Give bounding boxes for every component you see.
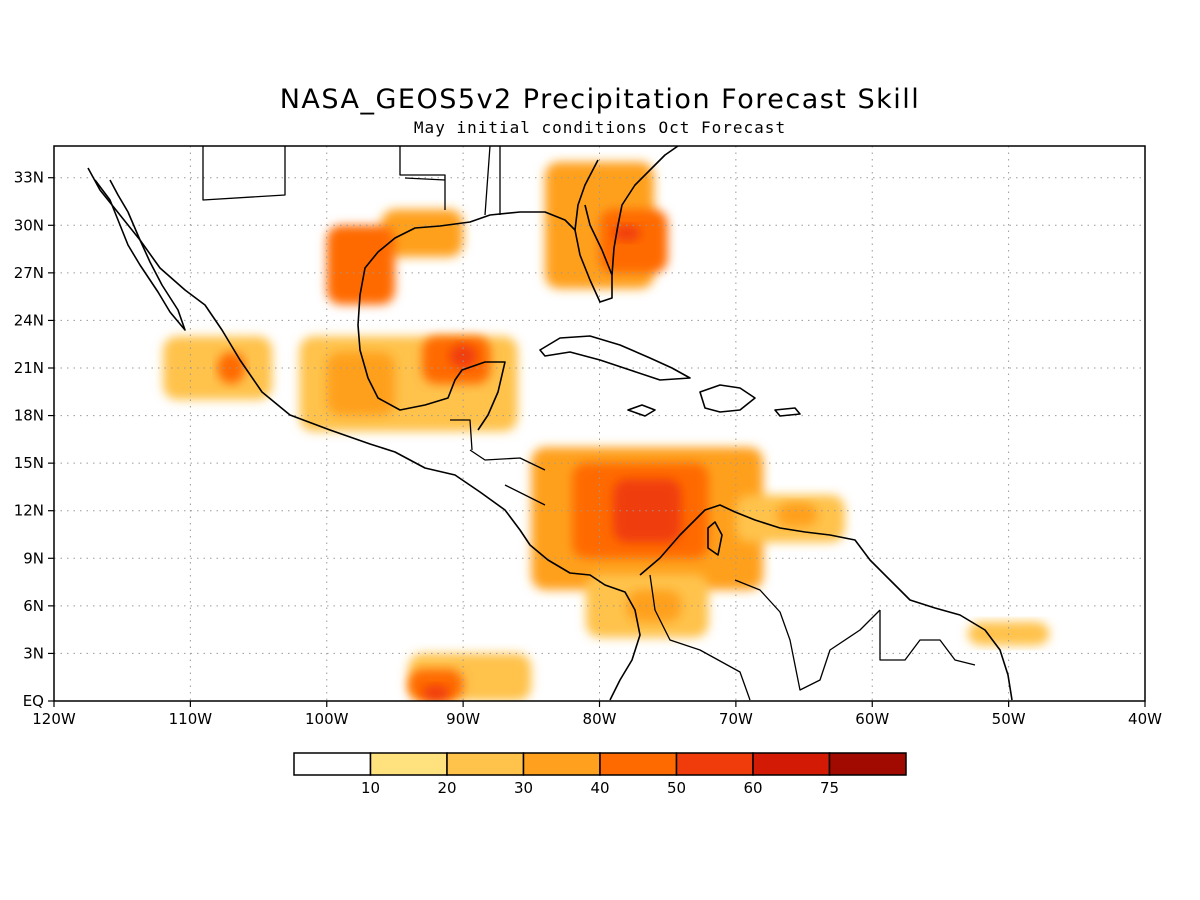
colorbar-label: 50	[667, 779, 686, 797]
lat-tick-label: 24N	[14, 311, 44, 329]
chart-title: NASA_GEOS5v2 Precipitation Forecast Skil…	[279, 84, 921, 115]
colorbar-swatch	[369, 752, 448, 776]
puerto-rico-outline	[774, 407, 801, 417]
lon-tick-label: 60W	[855, 710, 889, 728]
lat-tick-label: 12N	[14, 502, 44, 520]
colorbar-swatch	[599, 752, 678, 776]
skill-region-10	[449, 344, 477, 368]
lat-tick-label: 27N	[14, 264, 44, 282]
skill-region-15	[776, 502, 818, 527]
atlantic-coastline	[611, 146, 679, 276]
skill-region-6	[217, 352, 245, 384]
colorbar-swatch	[828, 752, 907, 776]
colorbar-label: 75	[820, 779, 839, 797]
colorbar-label: 10	[361, 779, 380, 797]
skill-region-13	[613, 479, 682, 543]
south-america-coastline	[639, 504, 1013, 701]
colorbar-swatch	[752, 752, 831, 776]
lat-tick-label: EQ	[23, 692, 44, 710]
baja-california-outline	[94, 179, 186, 331]
lon-tick-label: 40W	[1128, 710, 1162, 728]
lat-tick-label: 6N	[23, 597, 44, 615]
skill-region-4	[613, 225, 641, 242]
colorbar: 10 20 30 40 50 60 75	[293, 752, 907, 797]
country-borders	[202, 146, 976, 701]
lat-tick-label: 21N	[14, 359, 44, 377]
skill-shading-layer	[163, 161, 1050, 701]
skill-region-0	[381, 209, 464, 257]
colorbar-swatch	[446, 752, 525, 776]
skill-region-1	[326, 225, 395, 305]
lat-tick-label: 33N	[14, 169, 44, 187]
lat-tick-label: 3N	[23, 644, 44, 662]
pacific-coastline	[87, 167, 641, 701]
lon-tick-label: 70W	[719, 710, 753, 728]
lon-tick-label: 80W	[583, 710, 617, 728]
colorbar-swatch	[522, 752, 601, 776]
skill-region-20	[422, 685, 450, 701]
lat-tick-label: 9N	[23, 549, 44, 567]
colorbar-swatch	[293, 752, 372, 776]
grid-lines	[54, 146, 1145, 701]
lat-tick-label: 18N	[14, 407, 44, 425]
lon-tick-label: 120W	[32, 710, 76, 728]
colorbar-label: 30	[514, 779, 533, 797]
skill-region-3	[599, 209, 668, 273]
lon-tick-label: 90W	[446, 710, 480, 728]
lon-tick-label: 50W	[992, 710, 1026, 728]
lake-maracaibo-outline	[707, 521, 723, 556]
chart-subtitle: May initial conditions Oct Forecast	[413, 118, 787, 137]
lon-tick-label: 110W	[169, 710, 213, 728]
lat-tick-label: 30N	[14, 216, 44, 234]
lon-tick-label: 100W	[305, 710, 349, 728]
colorbar-label: 60	[743, 779, 762, 797]
skill-region-8	[326, 352, 395, 416]
axis-ticks: 120W 110W 100W 90W 80W 70W 60W 50W 40W EQ 3N 6N 9N 12…	[14, 169, 1162, 728]
florida-outline	[574, 204, 613, 303]
gulf-coastline	[357, 159, 599, 431]
colorbar-label: 20	[437, 779, 456, 797]
colorbar-swatch	[675, 752, 754, 776]
coastline-outlines	[87, 146, 1013, 701]
lat-tick-label: 15N	[14, 454, 44, 472]
jamaica-outline	[627, 404, 656, 417]
colorbar-label: 40	[590, 779, 609, 797]
hispaniola-outline	[699, 384, 756, 413]
cuba-outline	[539, 335, 691, 381]
